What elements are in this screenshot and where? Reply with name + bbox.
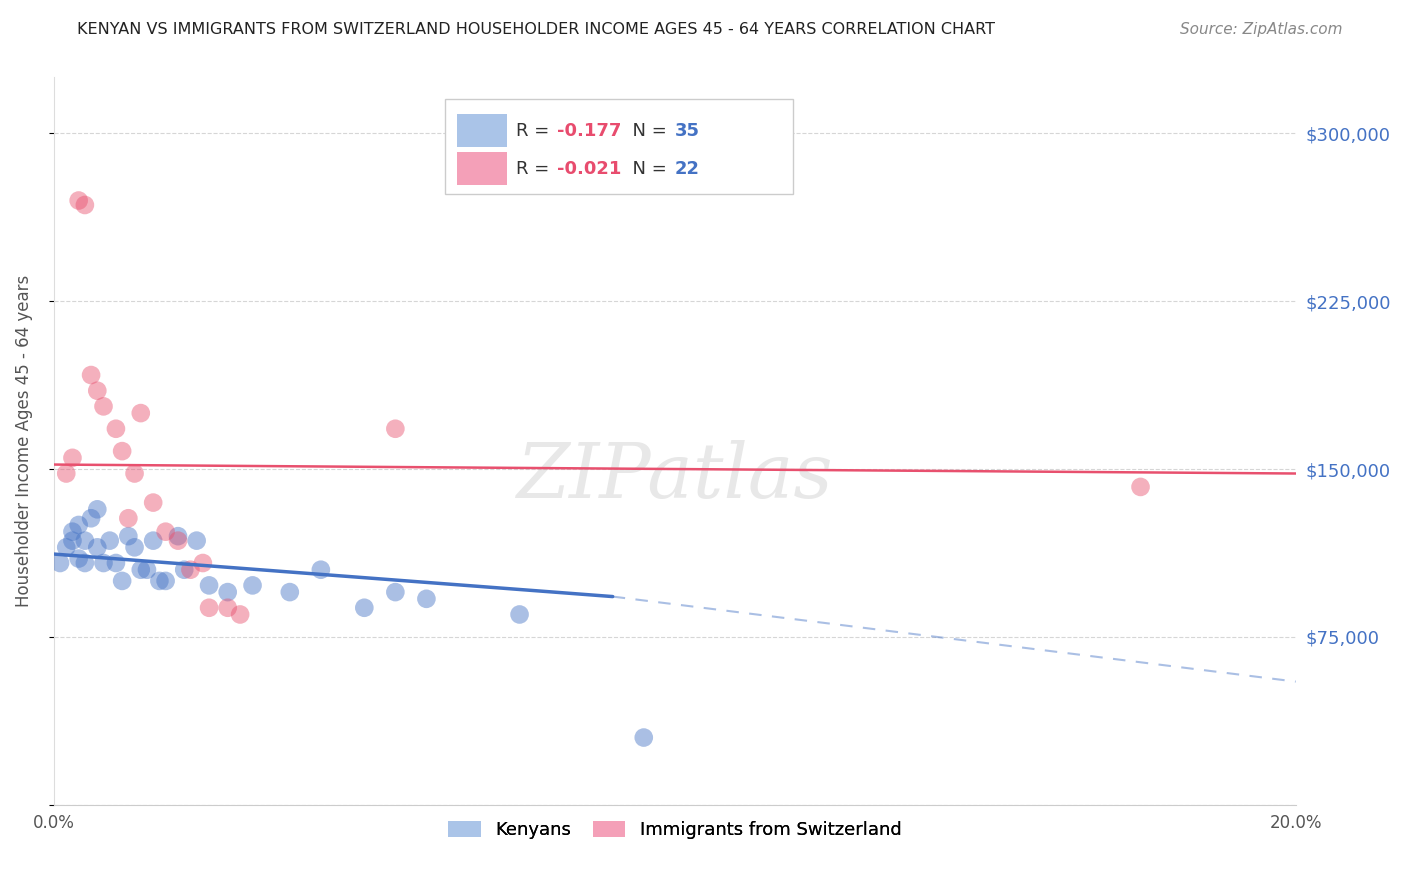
Point <box>1129 480 1152 494</box>
Text: N =: N = <box>621 121 673 139</box>
Point <box>309 563 332 577</box>
Point <box>198 600 221 615</box>
Point <box>117 529 139 543</box>
Text: KENYAN VS IMMIGRANTS FROM SWITZERLAND HOUSEHOLDER INCOME AGES 45 - 64 YEARS CORR: KENYAN VS IMMIGRANTS FROM SWITZERLAND HO… <box>77 22 995 37</box>
Point <box>198 578 221 592</box>
Point <box>278 585 301 599</box>
Point <box>73 556 96 570</box>
Point <box>384 585 406 599</box>
Point <box>73 533 96 548</box>
Point <box>62 533 84 548</box>
Point <box>86 502 108 516</box>
Text: -0.177: -0.177 <box>557 121 621 139</box>
Text: -0.021: -0.021 <box>557 160 621 178</box>
Point <box>67 518 90 533</box>
Text: N =: N = <box>621 160 673 178</box>
Point <box>124 467 146 481</box>
Point <box>142 495 165 509</box>
Point <box>353 600 375 615</box>
FancyBboxPatch shape <box>446 99 793 194</box>
Point <box>124 541 146 555</box>
Point <box>62 524 84 539</box>
Text: Source: ZipAtlas.com: Source: ZipAtlas.com <box>1180 22 1343 37</box>
Text: R =: R = <box>516 121 555 139</box>
Point <box>55 467 77 481</box>
Point <box>415 591 437 606</box>
Text: R =: R = <box>516 160 555 178</box>
Point <box>217 585 239 599</box>
Point <box>191 556 214 570</box>
FancyBboxPatch shape <box>457 153 508 185</box>
Text: ZIPatlas: ZIPatlas <box>516 441 834 515</box>
Point <box>104 556 127 570</box>
Text: 22: 22 <box>675 160 700 178</box>
Point <box>129 563 152 577</box>
Point <box>148 574 170 588</box>
Point <box>93 400 115 414</box>
FancyBboxPatch shape <box>457 114 508 146</box>
Point <box>98 533 121 548</box>
Point <box>167 533 190 548</box>
Point <box>104 422 127 436</box>
Point <box>55 541 77 555</box>
Point <box>73 198 96 212</box>
Point <box>142 533 165 548</box>
Point <box>67 194 90 208</box>
Point <box>509 607 531 622</box>
Legend: Kenyans, Immigrants from Switzerland: Kenyans, Immigrants from Switzerland <box>441 814 908 847</box>
Point <box>117 511 139 525</box>
Point <box>229 607 252 622</box>
Point <box>155 574 177 588</box>
Point <box>93 556 115 570</box>
Point <box>86 384 108 398</box>
Point <box>111 574 134 588</box>
Point <box>80 511 103 525</box>
Point <box>179 563 201 577</box>
Point <box>633 731 655 745</box>
Point <box>136 563 159 577</box>
Y-axis label: Householder Income Ages 45 - 64 years: Householder Income Ages 45 - 64 years <box>15 275 32 607</box>
Point <box>384 422 406 436</box>
Point <box>173 563 195 577</box>
Text: 35: 35 <box>675 121 700 139</box>
Point <box>86 541 108 555</box>
Point <box>167 529 190 543</box>
Point <box>186 533 208 548</box>
Point <box>62 450 84 465</box>
Point <box>111 444 134 458</box>
Point <box>242 578 264 592</box>
Point <box>49 556 72 570</box>
Point <box>80 368 103 382</box>
Point <box>217 600 239 615</box>
Point <box>155 524 177 539</box>
Point <box>67 551 90 566</box>
Point <box>129 406 152 420</box>
